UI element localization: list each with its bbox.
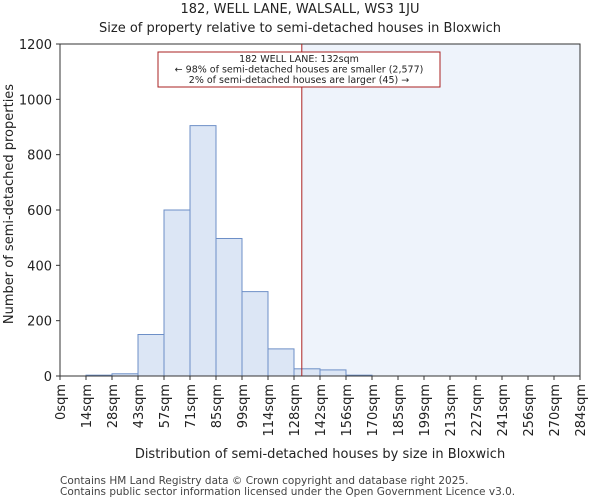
annotation-line-3: 2% of semi-detached houses are larger (4…: [189, 75, 409, 86]
chart-subtitle: Size of property relative to semi-detach…: [99, 21, 501, 36]
bar-7: [241, 291, 269, 377]
footer-copyright: Contains HM Land Registry data © Crown c…: [60, 475, 469, 487]
y-tick-label-0: 0: [44, 370, 52, 385]
x-tick-label-14sqm: 14sqm: [80, 384, 95, 428]
annotation-line-2: ← 98% of semi-detached houses are smalle…: [175, 65, 424, 76]
y-tick-label-600: 600: [27, 204, 52, 219]
y-tick-label-400: 400: [27, 259, 52, 274]
x-tick-label-0sqm: 0sqm: [54, 384, 69, 420]
x-tick-label-85sqm: 85sqm: [210, 384, 225, 428]
y-tick-label-800: 800: [27, 149, 52, 164]
x-tick-label-142sqm: 142sqm: [314, 384, 329, 437]
annotation-box: [157, 51, 441, 88]
chart-title: 182, WELL LANE, WALSALL, WS3 1JU: [180, 2, 420, 17]
y-tick-label-1200: 1200: [19, 38, 52, 53]
bar-8: [267, 348, 295, 377]
x-tick-label-227sqm: 227sqm: [470, 384, 485, 437]
bar-5: [189, 125, 217, 377]
bar-3: [137, 334, 165, 377]
x-tick-label-28sqm: 28sqm: [106, 384, 121, 428]
x-tick-label-71sqm: 71sqm: [184, 384, 199, 428]
x-tick-label-270sqm: 270sqm: [548, 384, 563, 437]
histogram-chart: 0 200 400 600 800 1000 1200 0sqm 14sqm 28sqm 43sqm…: [2, 38, 589, 462]
y-tick-label-200: 200: [27, 315, 52, 330]
bar-9: [293, 368, 321, 377]
x-tick-label-99sqm: 99sqm: [236, 384, 251, 428]
bar-6: [215, 237, 243, 377]
x-tick-label-284sqm: 284sqm: [574, 384, 589, 437]
x-tick-label-43sqm: 43sqm: [132, 384, 147, 428]
x-tick-label-57sqm: 57sqm: [158, 384, 173, 428]
footer-licence: Contains public sector information licen…: [60, 486, 516, 498]
x-tick-label-170sqm: 170sqm: [366, 384, 381, 437]
bar-4: [163, 209, 191, 377]
x-tick-label-199sqm: 199sqm: [418, 384, 433, 437]
x-tick-label-128sqm: 128sqm: [288, 384, 303, 437]
x-axis-title: Distribution of semi-detached houses by …: [135, 447, 505, 462]
x-tick-label-241sqm: 241sqm: [496, 384, 511, 437]
annotation-line-1: 182 WELL LANE: 132sqm: [239, 54, 359, 65]
y-axis-title: Number of semi-detached properties: [2, 84, 17, 324]
x-tick-label-156sqm: 156sqm: [340, 384, 355, 437]
y-tick-label-1000: 1000: [19, 93, 52, 108]
highlight-region: [301, 44, 580, 376]
x-tick-label-256sqm: 256sqm: [522, 384, 537, 437]
x-tick-label-213sqm: 213sqm: [444, 384, 459, 437]
x-tick-label-114sqm: 114sqm: [262, 384, 277, 437]
bar-10: [319, 369, 347, 377]
x-tick-label-185sqm: 185sqm: [392, 384, 407, 437]
